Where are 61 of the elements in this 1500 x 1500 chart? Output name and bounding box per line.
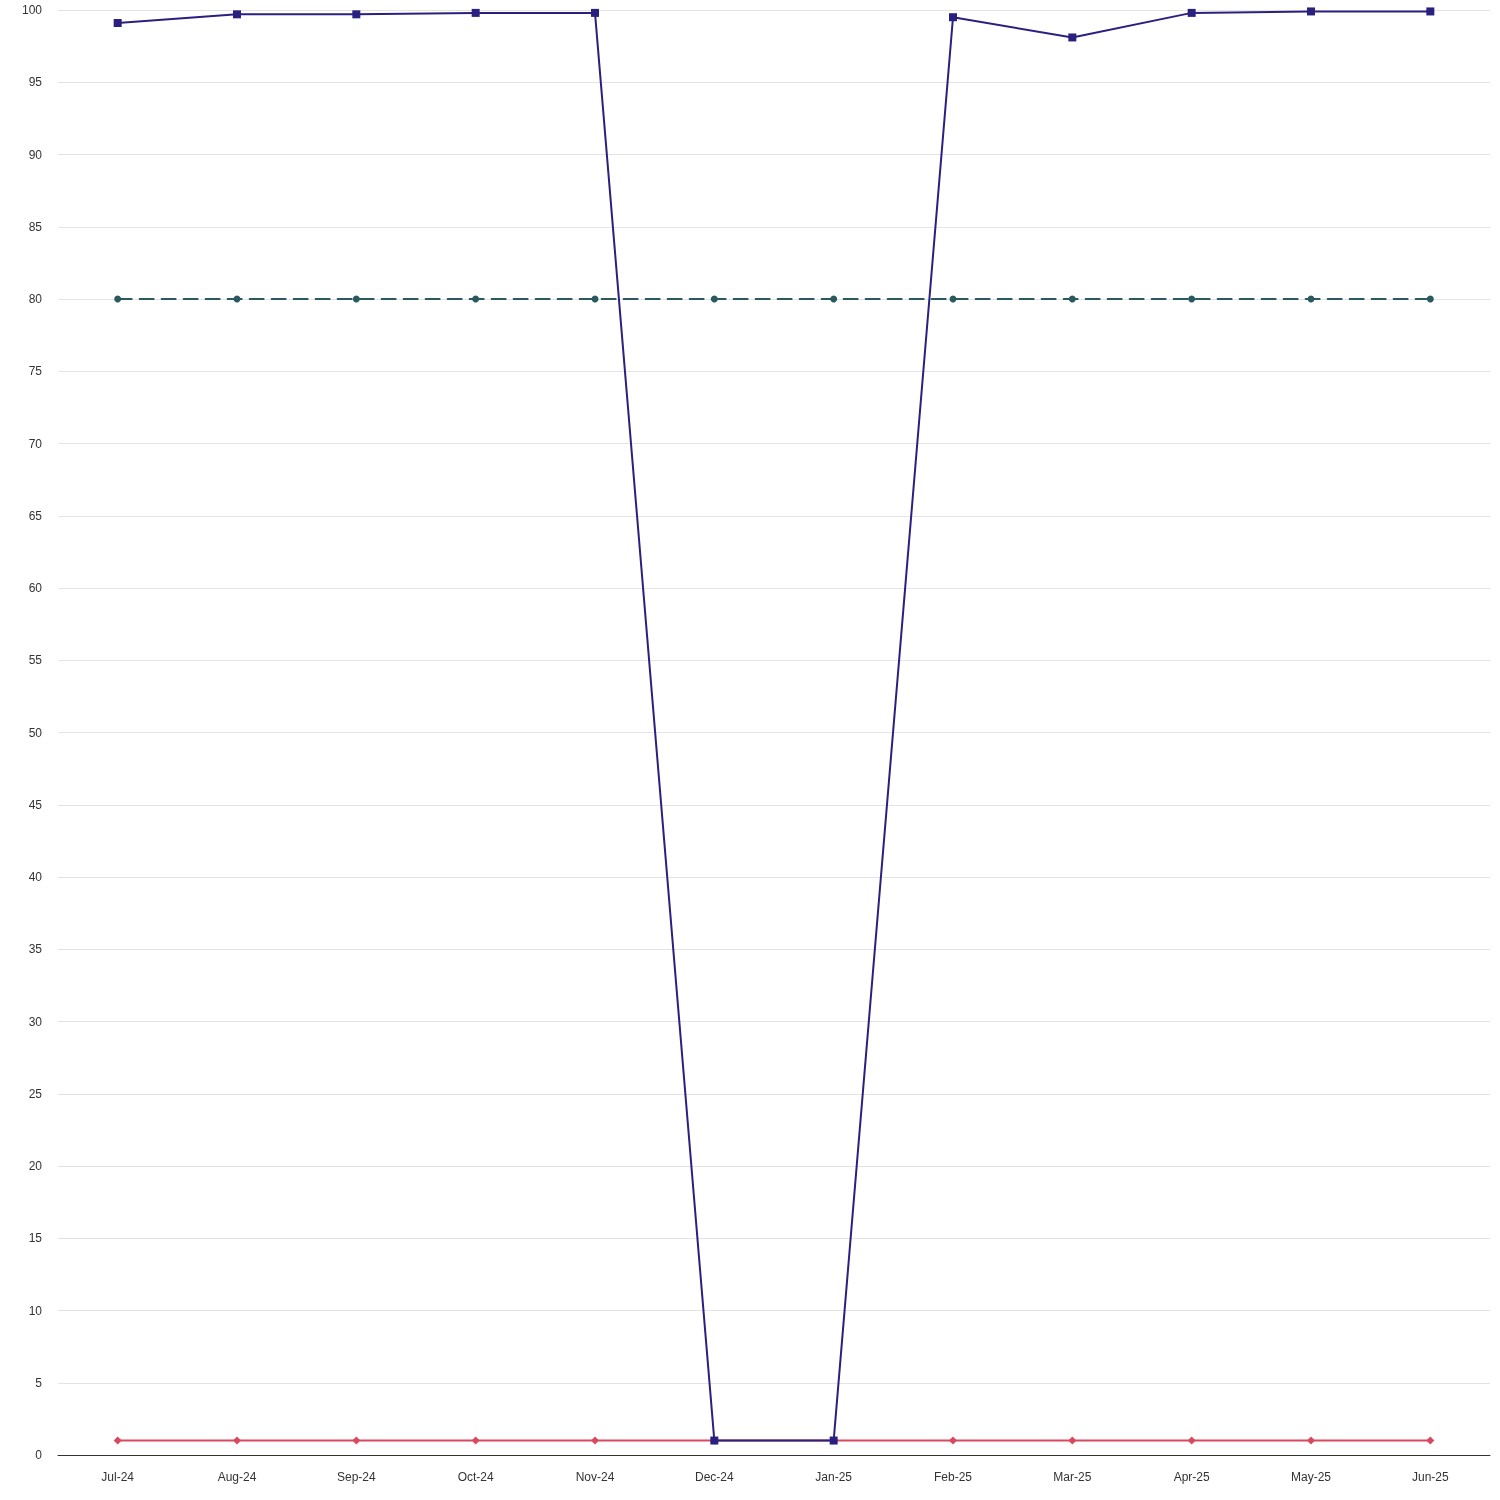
y-tick-label: 0 xyxy=(35,1448,43,1462)
point xyxy=(1426,7,1435,16)
point xyxy=(471,8,480,17)
y-tick-label: 80 xyxy=(28,292,43,306)
point xyxy=(1187,1436,1196,1445)
y-tick-label: 50 xyxy=(28,725,43,740)
y-tick-label: 25 xyxy=(28,1086,43,1101)
point xyxy=(114,295,122,303)
point xyxy=(949,13,957,22)
point xyxy=(233,1436,241,1445)
y-tick-label: 70 xyxy=(28,436,43,451)
point xyxy=(949,1436,957,1445)
point xyxy=(1307,7,1315,16)
y-tick-label: 75 xyxy=(28,364,43,379)
point xyxy=(113,1436,122,1445)
point xyxy=(471,1436,480,1445)
point xyxy=(1187,8,1196,17)
y-tick-label: 55 xyxy=(28,653,43,668)
y-tick-label: 30 xyxy=(28,1014,43,1029)
x-tick-label: Jul-24 xyxy=(101,1470,135,1484)
y-tick-label: 45 xyxy=(28,797,43,812)
point xyxy=(352,10,361,19)
point xyxy=(710,295,718,303)
point xyxy=(830,295,838,303)
point xyxy=(591,8,599,17)
y-tick-label: 5 xyxy=(35,1375,43,1390)
y-tick-label: 100 xyxy=(21,3,43,17)
point xyxy=(352,1436,361,1445)
y-tick-label: 10 xyxy=(28,1303,43,1318)
point xyxy=(1426,295,1434,303)
y-tick-label: 60 xyxy=(28,581,43,595)
point xyxy=(1068,295,1076,303)
x-tick-label: May-25 xyxy=(1290,1470,1332,1484)
point xyxy=(352,295,360,303)
point xyxy=(1188,295,1196,303)
y-tick-label: 95 xyxy=(28,75,43,90)
y-tick-label: 65 xyxy=(28,508,43,523)
point xyxy=(233,10,241,19)
point xyxy=(1426,1436,1435,1445)
y-tick-label: 90 xyxy=(28,147,43,162)
x-tick-label: Feb-25 xyxy=(933,1470,973,1484)
point xyxy=(472,295,480,303)
x-tick-label: Sep-24 xyxy=(336,1470,376,1484)
x-tick-label: Aug-24 xyxy=(217,1470,257,1484)
point xyxy=(1068,1436,1077,1445)
x-tick-label: Jan-25 xyxy=(815,1470,853,1484)
point xyxy=(591,1436,599,1445)
y-tick-label: 35 xyxy=(28,942,43,957)
y-tick-label: 85 xyxy=(28,219,43,234)
point xyxy=(113,19,122,27)
y-tick-label: 15 xyxy=(28,1231,43,1246)
x-tick-label: Dec-24 xyxy=(694,1470,734,1484)
x-tick-label: Apr-25 xyxy=(1173,1470,1210,1484)
point xyxy=(1068,33,1077,42)
x-tick-label: Mar-25 xyxy=(1053,1470,1092,1484)
y-tick-label: 40 xyxy=(28,870,43,884)
x-tick-label: Nov-24 xyxy=(575,1470,615,1484)
point xyxy=(1307,1436,1315,1445)
x-tick-label: Oct-24 xyxy=(457,1470,494,1484)
y-tick-label: 20 xyxy=(28,1159,43,1173)
x-tick-label: Jun-25 xyxy=(1411,1470,1449,1484)
